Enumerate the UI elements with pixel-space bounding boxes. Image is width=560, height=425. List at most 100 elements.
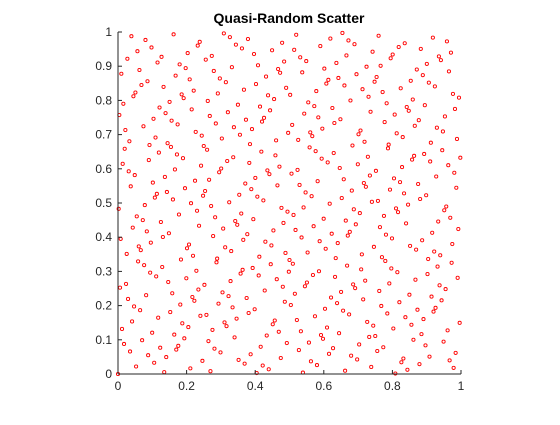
x-tick-label: 0.8 [384,379,401,393]
scatter-point [142,203,147,208]
scatter-point [123,281,129,286]
scatter-point [312,104,317,109]
scatter-point [240,267,245,272]
scatter-point [446,69,451,74]
scatter-point [339,289,344,294]
scatter-point [327,201,332,206]
scatter-point [244,295,249,301]
scatter-point [445,328,450,333]
scatter-point [453,350,458,355]
scatter-point [335,241,340,246]
scatter-point [176,343,181,348]
scatter-point [431,309,436,314]
scatter-point [399,360,404,365]
scatter-point [257,104,263,109]
scatter-point [430,35,435,40]
scatter-point [204,312,209,317]
scatter-point [328,295,334,300]
scatter-point [162,370,167,375]
scatter-point [448,215,453,220]
y-tick-label: 0.4 [95,230,112,244]
scatter-point [266,367,271,372]
scatter-point [338,117,343,122]
scatter-point [166,279,171,285]
scatter-point [138,308,143,313]
scatter-point [201,143,206,149]
scatter-point [375,348,380,354]
y-tick-label: 0.3 [95,264,112,278]
scatter-point [281,220,286,225]
scatter-point [160,264,165,270]
scatter-point [440,129,445,134]
scatter-point [416,118,421,123]
scatter-point [332,274,338,279]
scatter-point [230,305,235,310]
scatter-point [184,276,189,281]
scatter-point [423,343,428,348]
scatter-point [426,257,431,262]
scatter-point [217,170,222,175]
scatter-point [320,336,326,341]
scatter-point [316,269,322,274]
scatter-point [151,116,156,121]
scatter-point [368,109,373,114]
scatter-point [375,198,380,203]
scatter-point [212,346,217,351]
scatter-point [314,89,319,94]
scatter-point [279,205,284,210]
scatter-point [156,315,161,320]
scatter-point [237,132,242,137]
scatter-point [364,64,369,69]
scatter-point [156,150,161,155]
scatter-point [274,277,279,282]
scatter-point [272,318,277,323]
scatter-point [433,305,438,310]
scatter-point [382,120,387,125]
scatter-point [178,302,183,307]
x-tick-label: 0 [115,379,122,393]
scatter-point [247,160,252,165]
scatter-point [341,177,346,182]
scatter-point [390,52,395,57]
scatter-point [330,346,336,351]
scatter-point [215,256,220,261]
scatter-point [194,208,200,213]
scatter-point [171,32,176,37]
scatter-point [187,77,192,82]
scatter-point [168,144,173,149]
scatter-point [355,357,360,362]
scatter-point [428,159,433,164]
scatter-point [236,357,241,362]
scatter-point [247,142,253,147]
scatter-point [209,53,214,58]
scatter-point [299,235,304,240]
scatter-point [249,187,254,192]
scatter-point [412,123,417,128]
scatter-point [441,339,446,344]
scatter-point [415,307,420,312]
scatter-point [452,170,457,175]
scatter-point [207,177,212,182]
scatter-point [371,244,376,249]
scatter-point [257,254,262,259]
scatter-point [284,340,289,346]
scatter-point [290,122,295,127]
scatter-point [412,153,417,158]
scatter-point [406,108,411,113]
scatter-point [430,230,435,235]
x-tick-label: 0.6 [315,379,332,393]
scatter-point [347,312,352,317]
scatter-point [450,241,455,247]
scatter-point [180,321,185,326]
scatter-point [379,255,385,260]
scatter-point [452,106,458,111]
y-tick-label: 1 [105,25,112,39]
scatter-point [424,61,429,66]
scatter-point [315,179,320,184]
scatter-point [353,286,358,291]
scatter-point [129,34,134,39]
scatter-point [176,212,182,217]
scatter-point [199,133,204,138]
